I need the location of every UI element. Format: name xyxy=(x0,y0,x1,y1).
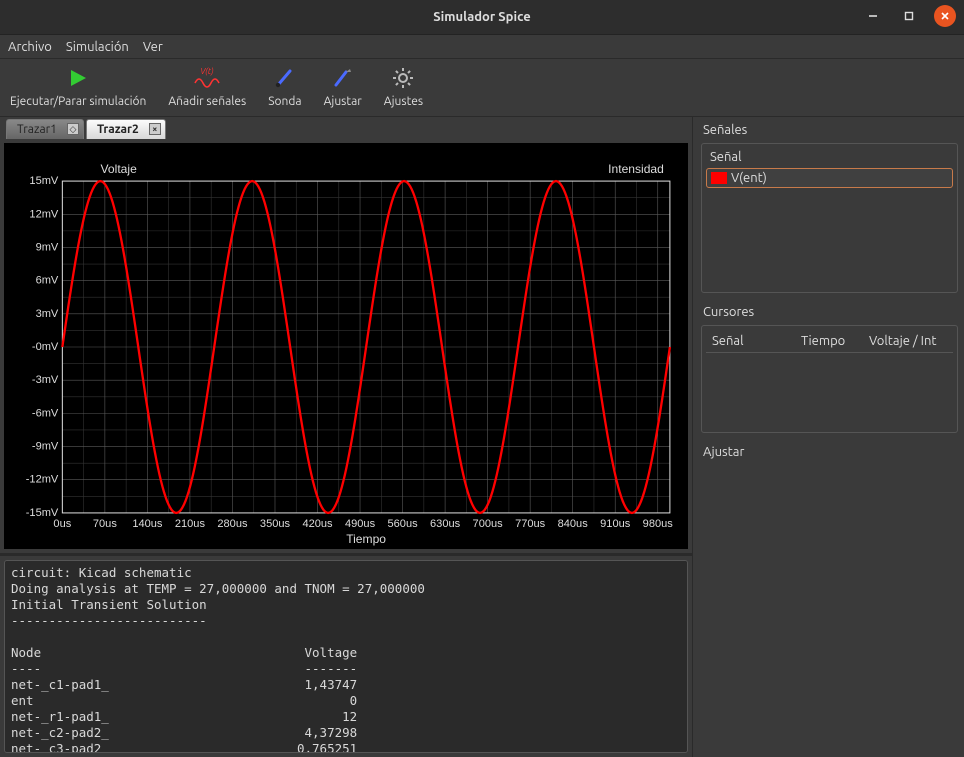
svg-text:700us: 700us xyxy=(473,518,504,530)
svg-text:980us: 980us xyxy=(643,518,674,530)
tab-close-icon[interactable]: × xyxy=(149,123,161,135)
window-maximize-button[interactable] xyxy=(898,5,920,27)
menu-bar: Archivo Simulación Ver xyxy=(0,35,964,59)
probe-button[interactable]: Sonda xyxy=(268,65,301,108)
svg-text:3mV: 3mV xyxy=(36,308,59,320)
svg-text:9mV: 9mV xyxy=(36,241,59,253)
svg-text:280us: 280us xyxy=(217,518,248,530)
svg-text:350us: 350us xyxy=(260,518,291,530)
svg-text:15mV: 15mV xyxy=(29,175,59,187)
menu-view[interactable]: Ver xyxy=(143,40,163,54)
svg-text:210us: 210us xyxy=(175,518,206,530)
svg-text:V(t): V(t) xyxy=(201,67,215,76)
svg-text:-6mV: -6mV xyxy=(32,407,59,419)
svg-text:-0mV: -0mV xyxy=(32,341,59,353)
svg-text:490us: 490us xyxy=(345,518,376,530)
console-output[interactable]: circuit: Kicad schematic Doing analysis … xyxy=(4,560,688,753)
tune-icon xyxy=(332,65,354,91)
cursors-table-header: Señal Tiempo Voltaje / Int xyxy=(706,330,953,353)
gear-icon xyxy=(392,65,414,91)
window-minimize-button[interactable] xyxy=(862,5,884,27)
svg-text:770us: 770us xyxy=(515,518,546,530)
signal-color-swatch xyxy=(711,172,727,184)
tune-panel-title: Ajustar xyxy=(697,441,962,461)
svg-text:-3mV: -3mV xyxy=(32,374,59,386)
toolbar: Ejecutar/Parar simulación V(t) Añadir se… xyxy=(0,59,964,117)
signal-name: V(ent) xyxy=(731,171,767,185)
signal-row[interactable]: V(ent) xyxy=(706,168,953,188)
add-signals-button[interactable]: V(t) Añadir señales xyxy=(168,65,246,108)
tab-trazar1[interactable]: Trazar1 ◇ xyxy=(6,119,84,139)
svg-text:12mV: 12mV xyxy=(29,208,59,220)
svg-text:Voltaje: Voltaje xyxy=(101,162,138,176)
svg-text:Tiempo: Tiempo xyxy=(346,532,386,546)
signals-panel-title: Señales xyxy=(697,119,962,139)
probe-icon xyxy=(274,65,296,91)
svg-text:Intensidad: Intensidad xyxy=(608,162,664,176)
svg-text:70us: 70us xyxy=(93,518,117,530)
settings-button[interactable]: Ajustes xyxy=(384,65,423,108)
menu-simulation[interactable]: Simulación xyxy=(66,40,129,54)
plot-area[interactable]: 15mV12mV9mV6mV3mV-0mV-3mV-6mV-9mV-12mV-1… xyxy=(4,143,688,549)
cursors-panel-title: Cursores xyxy=(697,301,962,321)
window-close-button[interactable] xyxy=(934,5,956,27)
tab-trazar2[interactable]: Trazar2 × xyxy=(86,119,166,139)
svg-text:630us: 630us xyxy=(430,518,461,530)
menu-file[interactable]: Archivo xyxy=(8,40,52,54)
window-title: Simulador Spice xyxy=(433,10,530,24)
svg-text:910us: 910us xyxy=(600,518,631,530)
svg-text:-9mV: -9mV xyxy=(32,441,59,453)
svg-text:-12mV: -12mV xyxy=(26,474,59,486)
svg-text:140us: 140us xyxy=(132,518,163,530)
svg-text:840us: 840us xyxy=(558,518,589,530)
tune-button[interactable]: Ajustar xyxy=(324,65,362,108)
signal-wave-icon: V(t) xyxy=(193,65,221,91)
run-stop-button[interactable]: Ejecutar/Parar simulación xyxy=(10,65,146,108)
tab-pin-icon[interactable]: ◇ xyxy=(67,123,79,135)
svg-text:560us: 560us xyxy=(388,518,419,530)
svg-text:0us: 0us xyxy=(53,518,71,530)
signals-column-header: Señal xyxy=(706,148,953,168)
svg-text:6mV: 6mV xyxy=(36,275,59,287)
svg-text:420us: 420us xyxy=(302,518,333,530)
play-icon xyxy=(67,65,89,91)
plot-tabs: Trazar1 ◇ Trazar2 × xyxy=(0,117,692,139)
